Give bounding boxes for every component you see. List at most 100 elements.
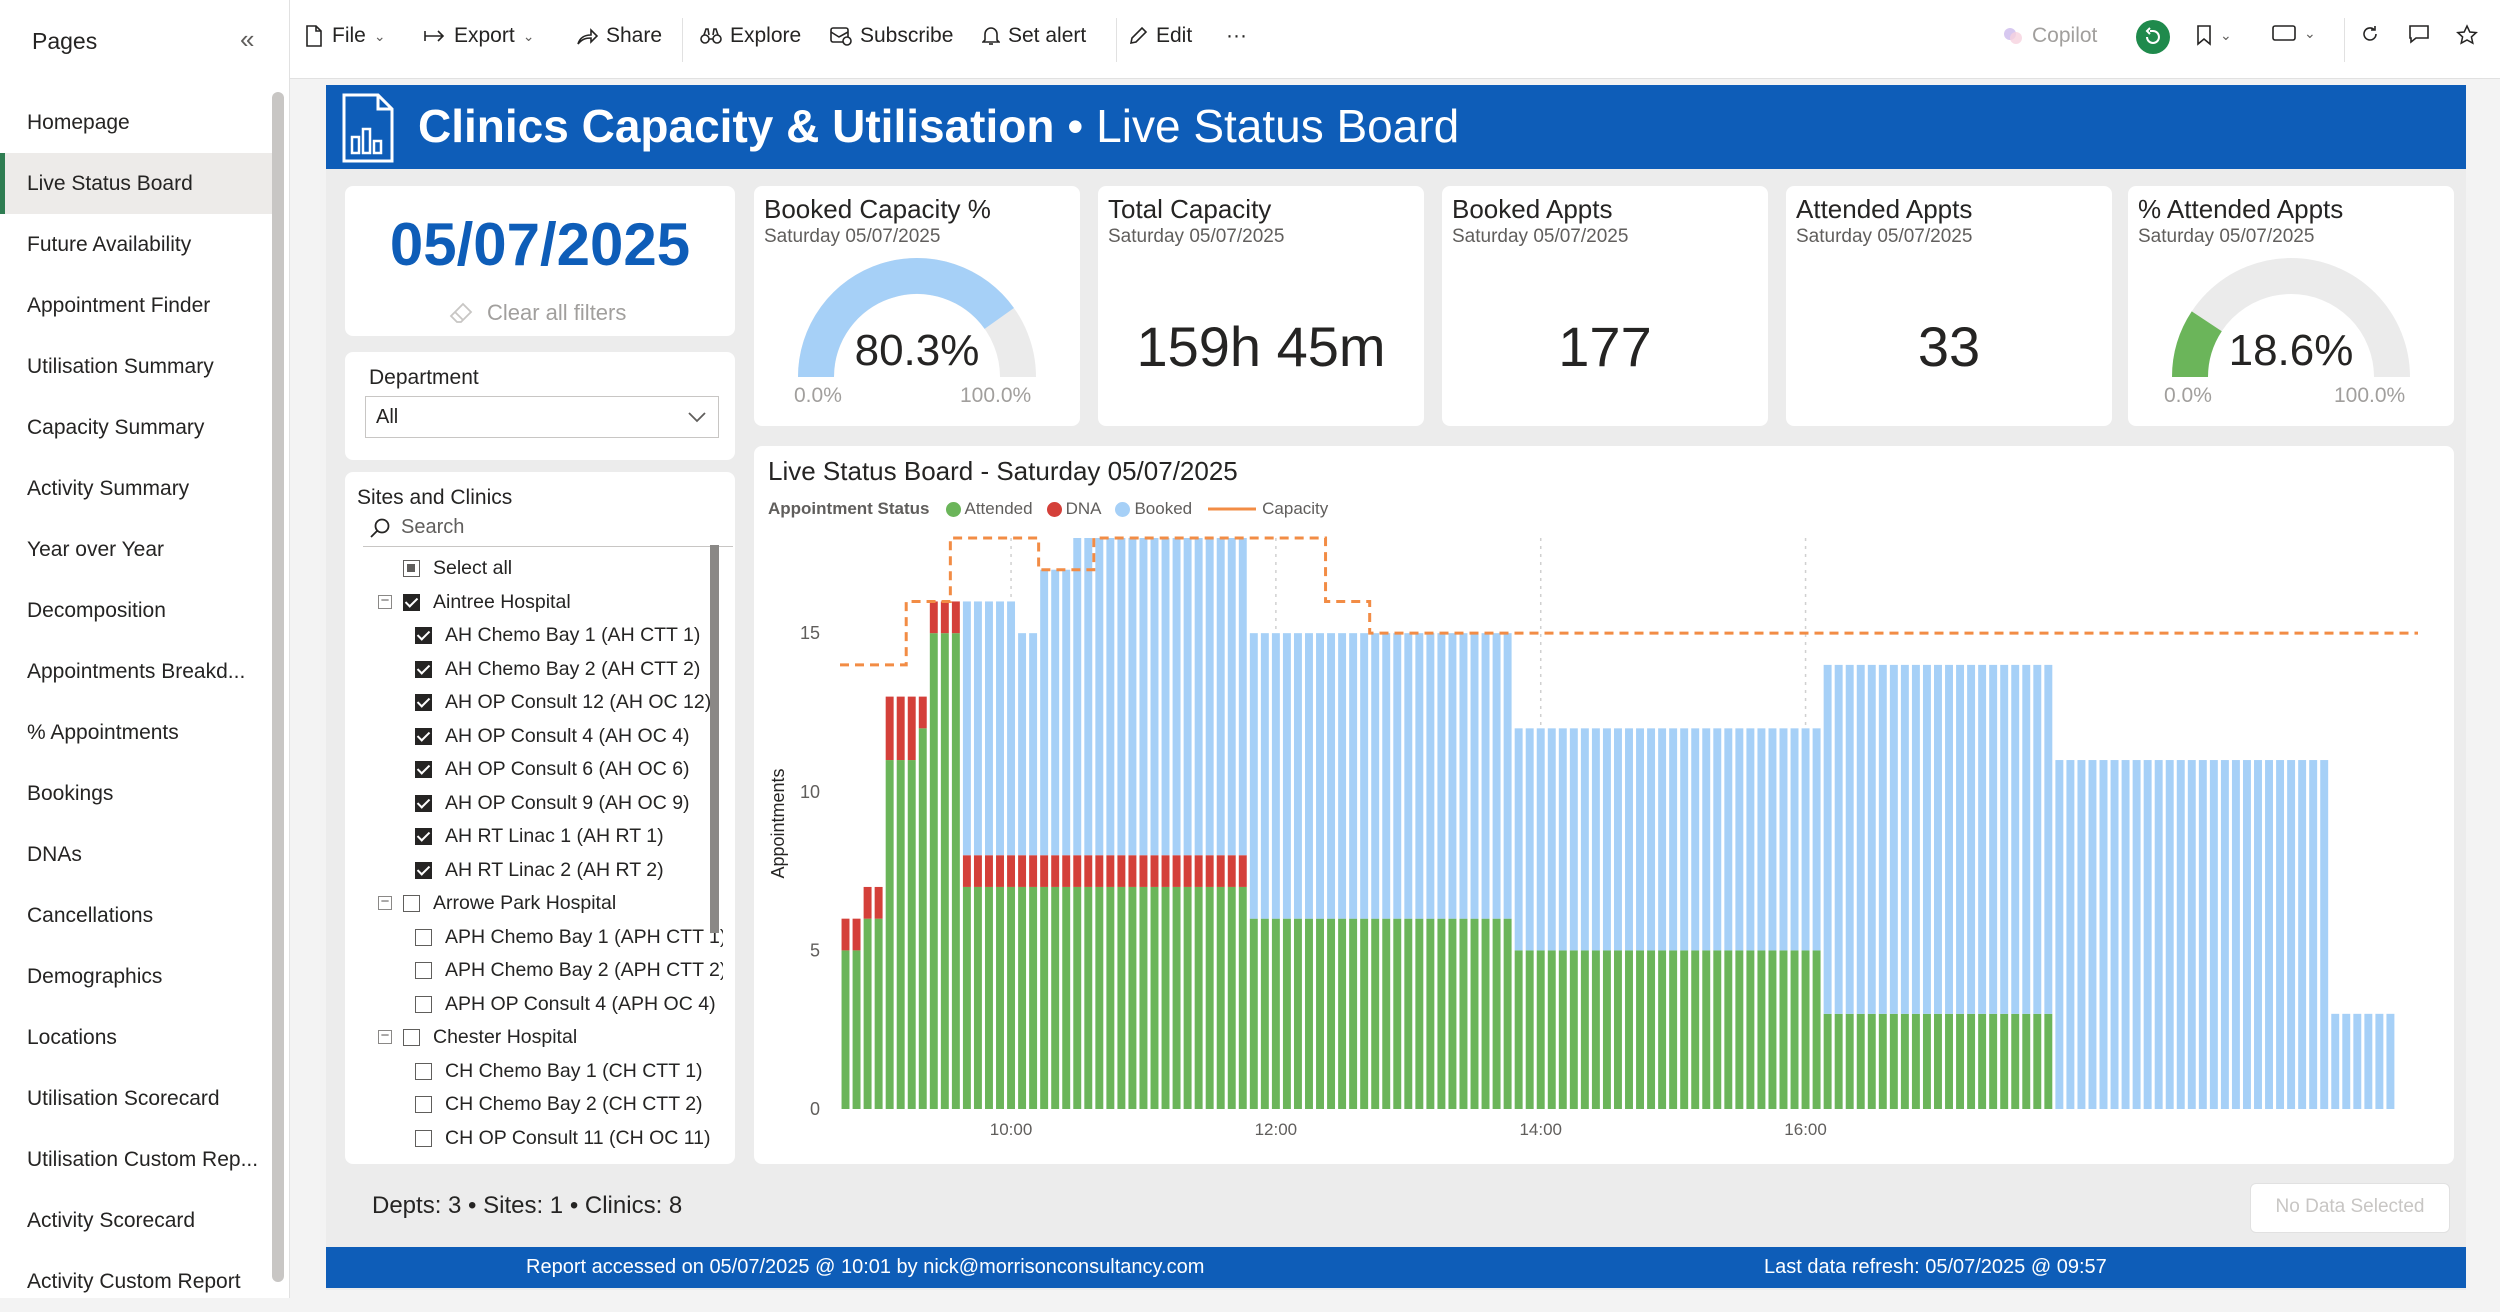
bar-booked[interactable] [1029,633,1038,856]
bar-attended[interactable] [1007,886,1016,1109]
bar-booked[interactable] [1062,569,1071,856]
bar-attended[interactable] [1989,1013,1998,1109]
checkbox[interactable] [415,1062,432,1080]
bar-dna[interactable] [1205,855,1214,887]
bar-booked[interactable] [1625,728,1633,951]
bar-booked[interactable] [1956,664,1965,1014]
bar-dna[interactable] [1161,855,1170,887]
bar-attended[interactable] [1360,918,1369,1109]
bar-booked[interactable] [1415,633,1424,919]
comments-button[interactable] [2408,24,2430,44]
tree-clinic-row[interactable]: CH OP Consult 11 (CH OC 11) [415,1122,711,1155]
bar-booked[interactable] [996,601,1004,856]
bar-attended[interactable] [1282,918,1291,1109]
bar-booked[interactable] [1525,728,1534,951]
page-item[interactable]: Bookings [27,782,114,805]
bar-booked[interactable] [2209,760,2218,1109]
bar-booked[interactable] [1911,664,1920,1014]
bar-attended[interactable] [885,760,894,1109]
bar-dna[interactable] [1106,855,1115,887]
page-item[interactable]: % Appointments [27,721,179,744]
bar-dna[interactable] [1194,855,1203,887]
bar-attended[interactable] [1503,918,1512,1109]
bar-booked[interactable] [1945,664,1953,1014]
bookmark-button[interactable]: ⌄ [2196,24,2232,46]
tree-clinic-row[interactable]: AH OP Consult 6 (AH OC 6) [415,753,690,786]
bar-attended[interactable] [929,633,938,1109]
checkbox[interactable] [415,1096,432,1113]
bar-attended[interactable] [1834,1013,1843,1109]
bar-booked[interactable] [2198,760,2207,1109]
bar-attended[interactable] [1702,950,1711,1109]
explore-button[interactable]: Explore [700,24,801,48]
tree-clinic-row[interactable]: AH RT Linac 1 (AH RT 1) [415,820,664,853]
page-item[interactable]: Appointment Finder [27,294,211,317]
bar-booked[interactable] [1172,538,1181,856]
bar-attended[interactable] [1680,950,1689,1109]
bar-attended[interactable] [1658,950,1667,1109]
bar-booked[interactable] [1216,538,1225,856]
bar-attended[interactable] [1194,886,1203,1109]
bar-booked[interactable] [2331,1013,2340,1109]
bar-booked[interactable] [1856,664,1865,1014]
bar-attended[interactable] [1150,886,1159,1109]
checkbox[interactable] [415,660,432,678]
checkbox[interactable] [415,694,432,711]
bar-booked[interactable] [2342,1013,2351,1109]
bar-booked[interactable] [1514,728,1523,951]
favorite-button[interactable] [2456,24,2478,46]
bar-attended[interactable] [1470,918,1479,1109]
view-button[interactable]: ⌄ [2272,24,2316,42]
bar-booked[interactable] [1889,664,1898,1014]
bar-attended[interactable] [2022,1013,2031,1109]
bar-dna[interactable] [1227,855,1236,887]
tree-group-row[interactable]: − Aintree Hospital [378,586,571,619]
bar-booked[interactable] [2110,760,2119,1109]
more-options-button[interactable]: ··· [1226,24,1247,47]
bar-attended[interactable] [1492,918,1501,1109]
page-item[interactable]: Activity Scorecard [27,1209,196,1232]
bar-booked[interactable] [1327,633,1336,919]
tree-clinic-row[interactable]: AH Chemo Bay 2 (AH CTT 2) [415,653,700,686]
bar-booked[interactable] [2022,664,2031,1014]
checkbox[interactable] [415,727,432,745]
bar-dna[interactable] [1029,855,1038,887]
checkbox[interactable] [415,761,432,778]
bar-dna[interactable] [1040,855,1049,887]
bar-booked[interactable] [2231,760,2240,1109]
bar-attended[interactable] [996,886,1004,1109]
bar-attended[interactable] [1691,950,1700,1109]
bar-attended[interactable] [1018,886,1027,1109]
checkbox[interactable] [415,962,432,979]
bar-booked[interactable] [1349,633,1358,919]
bar-attended[interactable] [1183,886,1192,1109]
bar-booked[interactable] [1426,633,1435,919]
bar-attended[interactable] [1900,1013,1909,1109]
tree-clinic-row[interactable]: APH OP Consult 4 (APH OC 4) [415,988,716,1021]
bar-attended[interactable] [1558,950,1567,1109]
checkbox[interactable] [415,1129,432,1147]
bar-attended[interactable] [1801,950,1810,1109]
bar-booked[interactable] [1989,664,1998,1014]
bar-booked[interactable] [1338,633,1347,919]
bar-booked[interactable] [1713,728,1722,951]
bar-attended[interactable] [1945,1013,1953,1109]
bar-attended[interactable] [1636,950,1645,1109]
bar-attended[interactable] [1922,1013,1931,1109]
bar-booked[interactable] [1360,633,1369,919]
subscribe-button[interactable]: Subscribe [830,24,953,48]
page-item[interactable]: Decomposition [27,599,166,622]
bar-attended[interactable] [1095,886,1104,1109]
bar-dna[interactable] [1172,855,1181,887]
bar-attended[interactable] [918,728,927,1109]
bar-attended[interactable] [863,918,872,1109]
bar-dna[interactable] [1095,855,1104,887]
file-menu-button[interactable]: File ⌄ [304,24,386,48]
bar-attended[interactable] [2000,1013,2009,1109]
collapse-toggle-icon[interactable]: − [378,1028,392,1044]
bar-attended[interactable] [1216,886,1225,1109]
bar-attended[interactable] [1911,1013,1920,1109]
bar-booked[interactable] [1084,538,1093,856]
bar-booked[interactable] [984,601,993,856]
bar-attended[interactable] [852,950,861,1109]
